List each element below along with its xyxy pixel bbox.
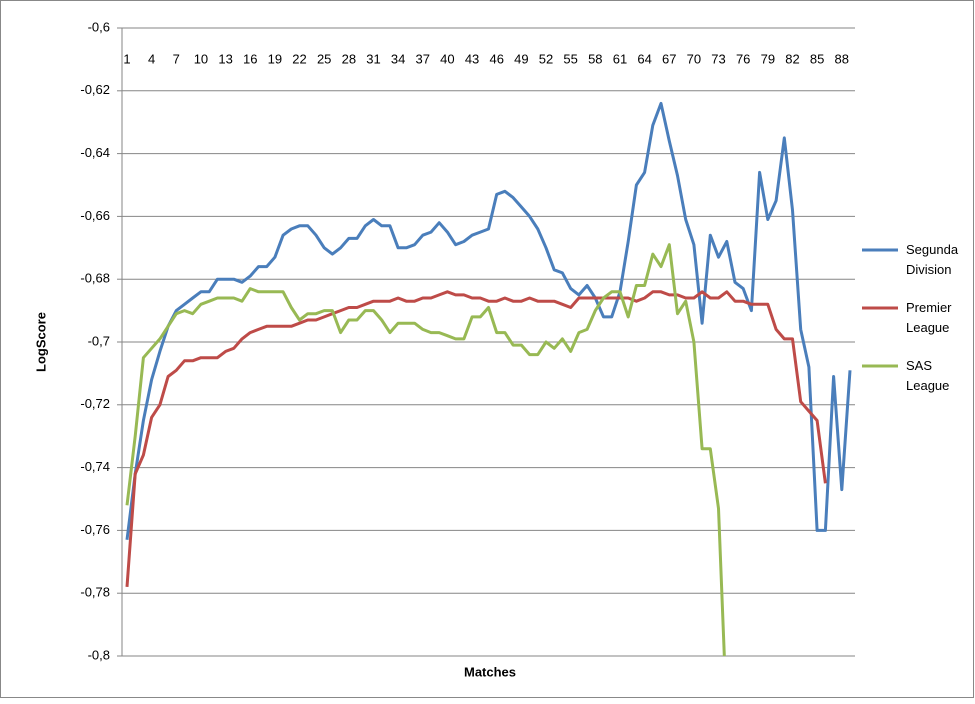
y-tick-label: -0,68 bbox=[80, 271, 110, 286]
plot-lines bbox=[125, 101, 852, 656]
y-tick-label: -0,64 bbox=[80, 145, 110, 160]
x-tick-label: 37 bbox=[416, 51, 430, 66]
x-tick-label: 73 bbox=[711, 51, 725, 66]
x-tick-label: 40 bbox=[440, 51, 454, 66]
x-tick-label: 46 bbox=[489, 51, 503, 66]
x-tick-label: 22 bbox=[292, 51, 306, 66]
x-tick-label: 82 bbox=[785, 51, 799, 66]
x-tick-label: 76 bbox=[736, 51, 750, 66]
series-line bbox=[125, 101, 852, 540]
y-tick-label: -0,7 bbox=[88, 333, 110, 348]
x-tick-label: 13 bbox=[218, 51, 232, 66]
x-tick-label: 10 bbox=[194, 51, 208, 66]
y-axis-title: LogScore bbox=[33, 312, 48, 372]
x-tick-label: 1 bbox=[123, 51, 130, 66]
x-tick-label: 4 bbox=[148, 51, 155, 66]
x-tick-label: 52 bbox=[539, 51, 553, 66]
x-tick-label: 43 bbox=[465, 51, 479, 66]
x-tick-label: 58 bbox=[588, 51, 602, 66]
series-line bbox=[125, 243, 726, 656]
legend-entry: Segunda Division bbox=[906, 242, 959, 277]
legend-label: SAS League bbox=[906, 358, 950, 393]
legend-entry: SAS League bbox=[906, 358, 950, 393]
x-tick-label: 64 bbox=[637, 51, 651, 66]
y-tick-label: -0,62 bbox=[80, 82, 110, 97]
x-tick-label: 31 bbox=[366, 51, 380, 66]
x-tick-label: 70 bbox=[687, 51, 701, 66]
x-tick-label: 88 bbox=[835, 51, 849, 66]
x-tick-label: 67 bbox=[662, 51, 676, 66]
y-tick-label: -0,8 bbox=[88, 647, 110, 662]
x-tick-label: 61 bbox=[613, 51, 627, 66]
x-tick-label: 85 bbox=[810, 51, 824, 66]
series-line bbox=[125, 290, 827, 588]
x-tick-label: 49 bbox=[514, 51, 528, 66]
x-tick-label: 55 bbox=[563, 51, 577, 66]
legend-entry: Premier League bbox=[906, 300, 952, 335]
x-tick-label: 19 bbox=[268, 51, 282, 66]
y-tick-label: -0,72 bbox=[80, 396, 110, 411]
x-tick-label: 79 bbox=[761, 51, 775, 66]
x-tick-label: 34 bbox=[391, 51, 405, 66]
legend-label: Premier League bbox=[906, 300, 952, 335]
y-tick-label: -0,78 bbox=[80, 585, 110, 600]
legend-label: Segunda Division bbox=[906, 242, 959, 277]
x-tick-label: 16 bbox=[243, 51, 257, 66]
y-tick-label: -0,76 bbox=[80, 522, 110, 537]
x-axis-title: Matches bbox=[464, 664, 516, 679]
y-tick-label: -0,74 bbox=[80, 459, 110, 474]
y-tick-label: -0,66 bbox=[80, 208, 110, 223]
x-tick-label: 25 bbox=[317, 51, 331, 66]
x-tick-label: 7 bbox=[173, 51, 180, 66]
x-tick-label: 28 bbox=[342, 51, 356, 66]
y-tick-label: -0,6 bbox=[88, 19, 110, 34]
